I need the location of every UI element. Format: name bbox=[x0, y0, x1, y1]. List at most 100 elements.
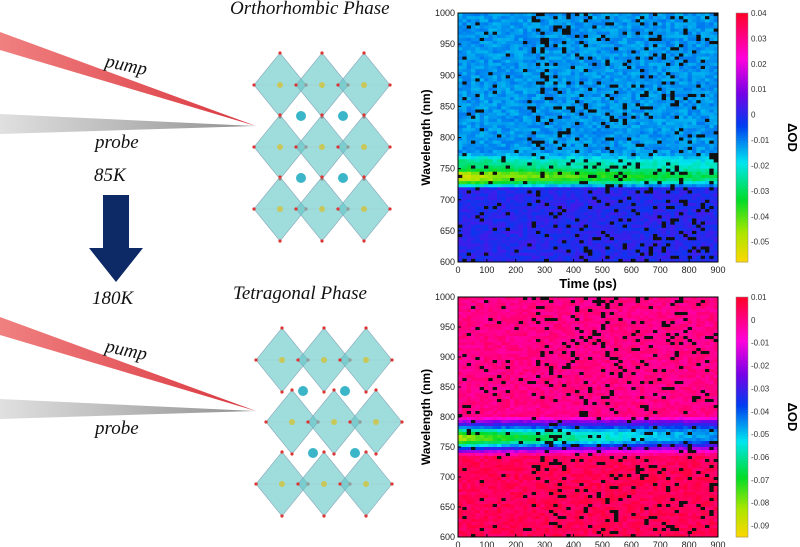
heatmap-cell bbox=[484, 25, 489, 29]
heatmap-cell bbox=[462, 171, 468, 176]
heatmap-cell bbox=[518, 212, 524, 216]
heatmap-cell bbox=[588, 56, 593, 61]
heatmap-cell bbox=[709, 75, 715, 79]
heatmap-cell bbox=[566, 168, 572, 173]
heatmap-cell bbox=[588, 59, 593, 64]
heatmap-cell bbox=[458, 118, 463, 123]
heatmap-cell bbox=[505, 143, 511, 148]
b-site-atom bbox=[363, 481, 369, 487]
heatmap-cell bbox=[648, 149, 654, 154]
heatmap-cell bbox=[466, 41, 472, 45]
heatmap-cell bbox=[492, 44, 498, 48]
heatmap-cell bbox=[514, 128, 520, 132]
heatmap-cell bbox=[622, 243, 628, 247]
heatmap-cell bbox=[510, 237, 515, 241]
heatmap-cell bbox=[475, 146, 481, 151]
heatmap-cell bbox=[670, 184, 676, 188]
heatmap-cell bbox=[596, 53, 602, 57]
heatmap-cell bbox=[705, 174, 710, 179]
x-site-atom bbox=[374, 388, 378, 392]
heatmap-cell bbox=[596, 156, 602, 160]
heatmap-cell bbox=[670, 97, 676, 101]
heatmap-cell bbox=[605, 202, 611, 207]
heatmap-cell bbox=[562, 218, 567, 222]
heatmap-cell bbox=[531, 78, 537, 82]
heatmap-cell bbox=[549, 72, 554, 76]
heatmap-cell bbox=[566, 187, 572, 191]
heatmap-cell bbox=[523, 177, 528, 182]
heatmap-cell bbox=[679, 109, 684, 113]
heatmap-cell bbox=[674, 103, 680, 107]
heatmap-cell bbox=[562, 146, 567, 151]
heatmap-cell bbox=[536, 227, 541, 232]
heatmap-cell bbox=[527, 134, 533, 138]
heatmap-cell bbox=[553, 159, 559, 163]
heatmap-cell bbox=[566, 34, 572, 39]
heatmap-cell bbox=[696, 16, 702, 20]
heatmap-cell bbox=[557, 202, 563, 207]
x-tick-label: 100 bbox=[479, 265, 494, 275]
heatmap-cell bbox=[588, 184, 593, 188]
heatmap-cell bbox=[666, 31, 671, 36]
heatmap-cell bbox=[462, 115, 468, 120]
heatmap-cell bbox=[570, 78, 576, 82]
heatmap-cell bbox=[484, 78, 489, 82]
heatmap-cell bbox=[458, 212, 463, 216]
heatmap-cell bbox=[609, 69, 615, 73]
heatmap-cell bbox=[553, 19, 559, 23]
heatmap-cell bbox=[583, 97, 589, 101]
heatmap-cell bbox=[588, 34, 593, 39]
heatmap-cell bbox=[462, 153, 468, 157]
heatmap-cell bbox=[523, 69, 528, 73]
heatmap-cell bbox=[601, 168, 606, 173]
heatmap-cell bbox=[648, 237, 654, 241]
heatmap-cell bbox=[640, 177, 645, 182]
heatmap-cell bbox=[466, 65, 472, 70]
heatmap-cell bbox=[575, 243, 580, 247]
heatmap-cell bbox=[484, 81, 489, 85]
heatmap-cell bbox=[497, 227, 502, 232]
heatmap-cell bbox=[518, 215, 524, 219]
heatmap-cell bbox=[618, 56, 624, 61]
heatmap-cell bbox=[462, 125, 468, 129]
heatmap-cell bbox=[609, 237, 615, 241]
heatmap-cell bbox=[505, 69, 511, 73]
heatmap-cell bbox=[510, 59, 515, 64]
heatmap-cell bbox=[709, 237, 715, 241]
heatmap-cell bbox=[484, 199, 489, 204]
heatmap-cell bbox=[605, 184, 611, 188]
heatmap-cell bbox=[579, 109, 585, 113]
heatmap-cell bbox=[497, 115, 502, 120]
heatmap-cell bbox=[544, 199, 550, 204]
heatmap-cell bbox=[553, 230, 559, 235]
heatmap-cell bbox=[674, 149, 680, 154]
heatmap-cell bbox=[549, 34, 554, 39]
heatmap-cell bbox=[458, 162, 463, 166]
heatmap-cell bbox=[609, 118, 615, 123]
heatmap-cell bbox=[518, 25, 524, 29]
heatmap-cell bbox=[622, 31, 628, 36]
heatmap-cell bbox=[700, 237, 706, 241]
heatmap-cell bbox=[518, 209, 524, 213]
heatmap-cell bbox=[609, 230, 615, 235]
heatmap-cell bbox=[544, 246, 550, 250]
heatmap-cell bbox=[579, 115, 585, 120]
heatmap-cell bbox=[458, 143, 463, 148]
heatmap-cell bbox=[622, 218, 628, 222]
heatmap-cell bbox=[648, 44, 654, 48]
heatmap-cell bbox=[536, 84, 541, 89]
heatmap-cell bbox=[709, 174, 715, 179]
heatmap-cell bbox=[501, 97, 507, 101]
y-tick-label: 800 bbox=[440, 133, 455, 143]
heatmap-cell bbox=[575, 187, 580, 191]
heatmap-cell bbox=[527, 212, 533, 216]
heatmap-cell bbox=[596, 65, 602, 70]
heatmap-cell bbox=[557, 50, 563, 54]
heatmap-cell bbox=[670, 75, 676, 79]
heatmap-cell bbox=[596, 78, 602, 82]
heatmap-cell bbox=[462, 174, 468, 179]
heatmap-cell bbox=[670, 84, 676, 89]
heatmap-cell bbox=[553, 255, 559, 260]
heatmap-cell bbox=[492, 177, 498, 182]
heatmap-cell bbox=[635, 69, 641, 73]
